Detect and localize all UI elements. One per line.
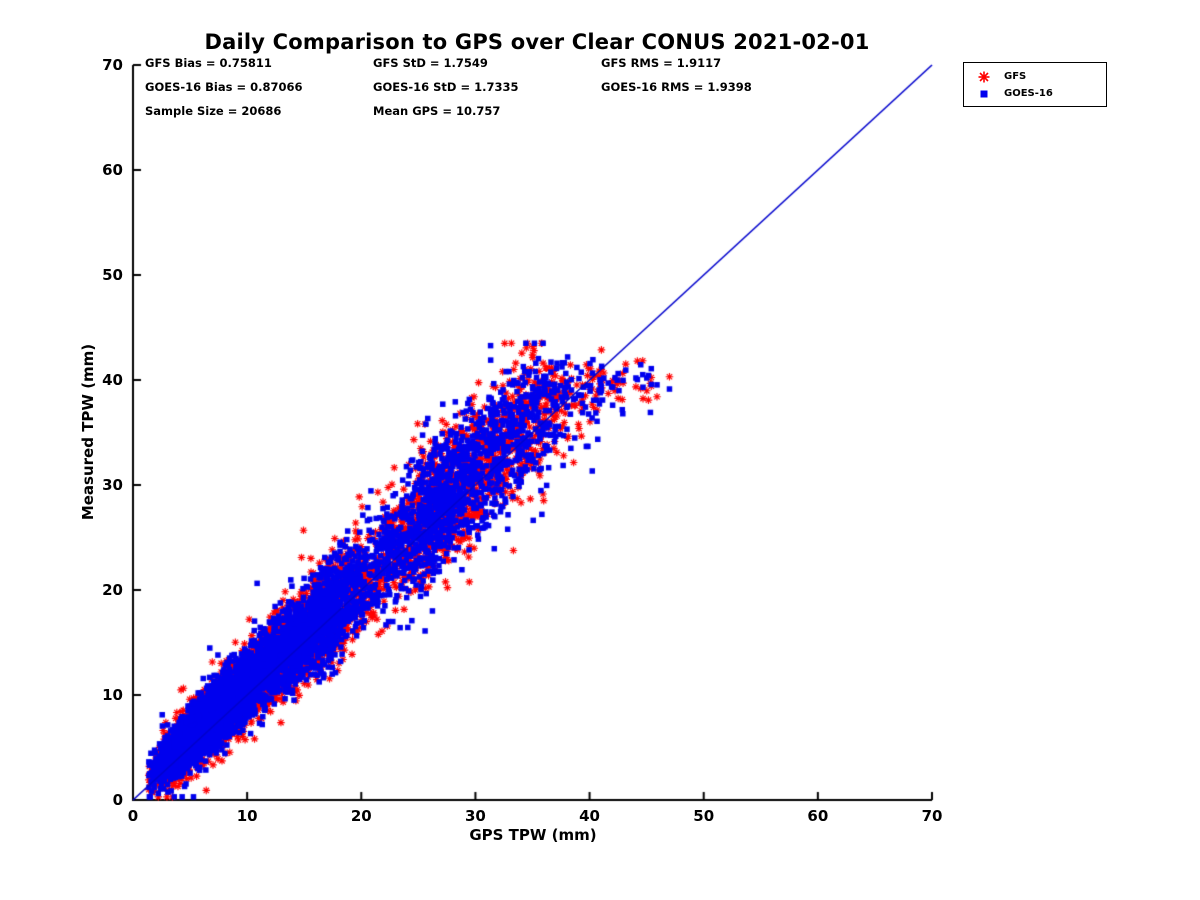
y-tick-label: 0: [112, 791, 123, 809]
y-tick-label: 10: [102, 686, 123, 704]
asterisk-marker-icon: [964, 70, 1004, 84]
legend-label-gfs: GFS: [1004, 71, 1027, 82]
legend-label-goes16: GOES-16: [1004, 88, 1053, 99]
x-tick-label: 30: [464, 807, 486, 825]
legend-item-gfs: GFS: [964, 68, 1106, 85]
x-tick-label: 40: [579, 807, 600, 825]
stat-gfs-std: GFS StD = 1.7549: [373, 56, 488, 70]
x-tick-label: 20: [350, 807, 372, 825]
y-tick-label: 70: [102, 56, 123, 74]
y-tick-label: 20: [102, 581, 123, 599]
stat-gfs-rms: GFS RMS = 1.9117: [601, 56, 722, 70]
stat-goes-std: GOES-16 StD = 1.7335: [373, 80, 519, 94]
stat-sample-size: Sample Size = 20686: [145, 104, 282, 118]
x-tick-label: 10: [236, 807, 258, 825]
x-tick-label: 60: [807, 807, 829, 825]
stat-goes-rms: GOES-16 RMS = 1.9398: [601, 80, 752, 94]
stat-goes-bias: GOES-16 Bias = 0.87066: [145, 80, 303, 94]
x-tick-label: 50: [693, 807, 715, 825]
stat-gfs-bias: GFS Bias = 0.75811: [145, 56, 272, 70]
y-tick-label: 30: [102, 476, 123, 494]
stat-mean-gps: Mean GPS = 10.757: [373, 104, 501, 118]
square-marker-icon: [964, 87, 1004, 101]
y-tick-label: 60: [102, 161, 123, 179]
x-tick-label: 70: [921, 807, 943, 825]
y-tick-label: 50: [102, 266, 123, 284]
chart-title: Daily Comparison to GPS over Clear CONUS…: [204, 30, 870, 54]
x-tick-label: 0: [127, 807, 139, 825]
legend: GFS GOES-16: [963, 62, 1107, 107]
legend-item-goes16: GOES-16: [964, 85, 1106, 102]
y-tick-label: 40: [102, 371, 123, 389]
x-axis-label: GPS TPW (mm): [469, 826, 597, 844]
y-axis-label: Measured TPW (mm): [79, 343, 97, 521]
